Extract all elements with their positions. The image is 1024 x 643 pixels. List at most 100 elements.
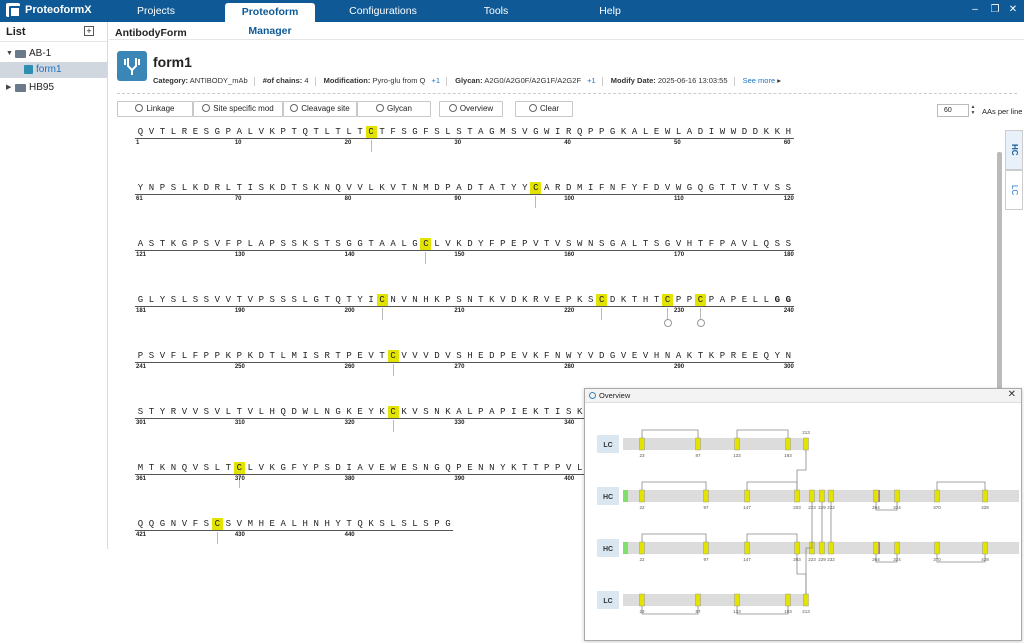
- residue[interactable]: D: [598, 351, 605, 361]
- residue[interactable]: G: [774, 295, 781, 305]
- residue[interactable]: A: [137, 239, 144, 249]
- residue[interactable]: Q: [697, 183, 704, 193]
- residue[interactable]: T: [159, 239, 166, 249]
- residue[interactable]: K: [269, 463, 275, 473]
- residue[interactable]: C: [387, 350, 399, 362]
- residue[interactable]: N: [785, 351, 792, 361]
- residue[interactable]: K: [620, 127, 627, 137]
- residue[interactable]: P: [478, 407, 484, 417]
- linkage-marker[interactable]: [664, 308, 673, 327]
- residue[interactable]: S: [280, 239, 286, 249]
- residue[interactable]: K: [533, 351, 539, 361]
- close-icon[interactable]: ✕: [1008, 4, 1018, 15]
- minimize-icon[interactable]: –: [972, 4, 978, 15]
- residue[interactable]: E: [511, 239, 517, 249]
- residue[interactable]: T: [379, 351, 385, 361]
- residue[interactable]: T: [335, 351, 341, 361]
- residue[interactable]: A: [236, 127, 243, 137]
- residue[interactable]: V: [247, 295, 253, 305]
- residue[interactable]: A: [620, 239, 627, 249]
- see-more-link[interactable]: See more: [742, 76, 776, 85]
- residue[interactable]: C: [211, 518, 223, 530]
- residue[interactable]: Q: [357, 519, 363, 529]
- residue[interactable]: T: [697, 351, 704, 361]
- residue[interactable]: T: [544, 407, 550, 417]
- residue[interactable]: Q: [763, 351, 770, 361]
- chevron-right-icon[interactable]: ▸: [777, 76, 782, 85]
- residue[interactable]: G: [609, 351, 616, 361]
- residue[interactable]: D: [752, 127, 759, 137]
- residue[interactable]: G: [686, 183, 693, 193]
- residue[interactable]: S: [203, 463, 210, 473]
- residue[interactable]: D: [467, 239, 473, 249]
- residue[interactable]: K: [763, 127, 770, 137]
- residue[interactable]: K: [708, 351, 715, 361]
- residue[interactable]: V: [620, 351, 627, 361]
- residue[interactable]: V: [566, 463, 572, 473]
- residue[interactable]: I: [555, 127, 561, 137]
- residue[interactable]: K: [576, 295, 583, 305]
- residue[interactable]: L: [401, 239, 407, 249]
- residue[interactable]: L: [368, 183, 374, 193]
- residue[interactable]: Q: [181, 463, 188, 473]
- residue[interactable]: L: [752, 295, 759, 305]
- residue[interactable]: L: [390, 519, 396, 529]
- residue[interactable]: T: [642, 239, 649, 249]
- residue[interactable]: V: [741, 183, 748, 193]
- residue[interactable]: Q: [302, 127, 308, 137]
- residue[interactable]: N: [664, 351, 671, 361]
- residue[interactable]: I: [368, 295, 374, 305]
- residue[interactable]: D: [566, 183, 572, 193]
- residue[interactable]: P: [225, 127, 232, 137]
- residue[interactable]: A: [280, 519, 286, 529]
- residue[interactable]: N: [609, 183, 616, 193]
- residue[interactable]: V: [236, 519, 243, 529]
- linkage-marker[interactable]: [535, 196, 537, 208]
- tab-hc[interactable]: HC: [1005, 130, 1023, 170]
- residue[interactable]: F: [598, 183, 605, 193]
- menu-proteoform-manager[interactable]: Proteoform Manager: [225, 3, 315, 37]
- residue[interactable]: N: [489, 463, 495, 473]
- residue[interactable]: G: [280, 463, 286, 473]
- residue[interactable]: T: [719, 183, 726, 193]
- residue[interactable]: S: [774, 183, 781, 193]
- residue[interactable]: G: [214, 127, 221, 137]
- residue[interactable]: S: [401, 519, 407, 529]
- residue[interactable]: L: [302, 295, 308, 305]
- residue[interactable]: N: [324, 183, 330, 193]
- residue[interactable]: V: [192, 407, 199, 417]
- residue[interactable]: P: [236, 351, 243, 361]
- residue[interactable]: V: [357, 183, 363, 193]
- residue[interactable]: W: [576, 239, 583, 249]
- residue[interactable]: N: [390, 295, 396, 305]
- residue[interactable]: V: [159, 351, 166, 361]
- residue[interactable]: H: [258, 519, 264, 529]
- residue[interactable]: D: [489, 351, 495, 361]
- residue[interactable]: L: [631, 239, 638, 249]
- residue[interactable]: T: [478, 183, 484, 193]
- residue[interactable]: V: [368, 351, 374, 361]
- residue[interactable]: N: [478, 463, 484, 473]
- residue[interactable]: V: [412, 351, 418, 361]
- residue[interactable]: K: [620, 295, 627, 305]
- linkage-marker[interactable]: [238, 476, 240, 488]
- residue[interactable]: S: [258, 183, 264, 193]
- residue[interactable]: Q: [576, 127, 583, 137]
- residue[interactable]: A: [675, 351, 682, 361]
- residue[interactable]: L: [313, 407, 319, 417]
- residue[interactable]: K: [434, 295, 440, 305]
- residue[interactable]: D: [467, 183, 473, 193]
- residue[interactable]: S: [401, 127, 407, 137]
- residue[interactable]: V: [214, 295, 221, 305]
- residue[interactable]: T: [269, 351, 275, 361]
- residue[interactable]: F: [170, 351, 177, 361]
- residue[interactable]: S: [456, 127, 462, 137]
- residue[interactable]: T: [653, 295, 660, 305]
- linkage-marker[interactable]: [425, 252, 427, 264]
- tree-item-ab1[interactable]: ▼ AB-1: [0, 46, 107, 62]
- aas-stepper[interactable]: ▲ ▼: [970, 104, 976, 116]
- residue[interactable]: V: [555, 239, 561, 249]
- residue[interactable]: V: [642, 351, 649, 361]
- residue[interactable]: P: [587, 127, 594, 137]
- residue[interactable]: S: [456, 295, 462, 305]
